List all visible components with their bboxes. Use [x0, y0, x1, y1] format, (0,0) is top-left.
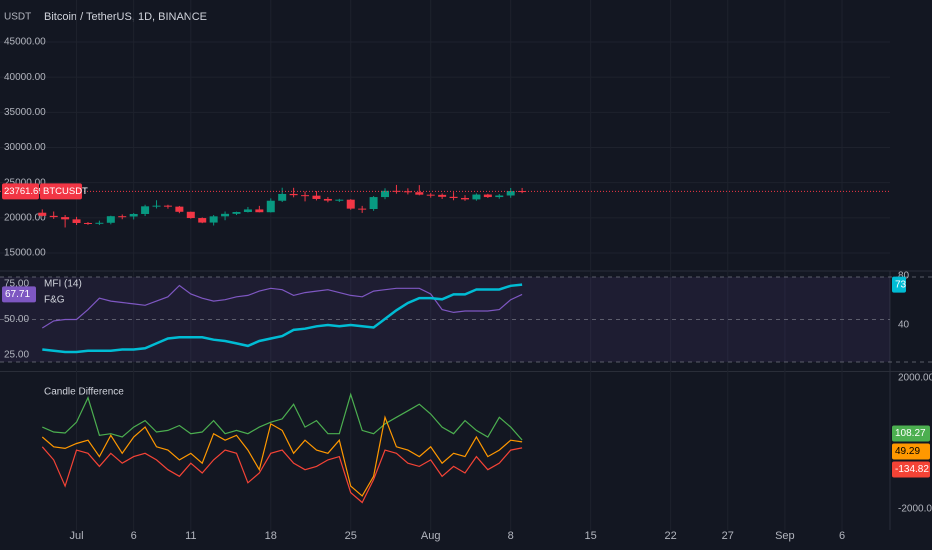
- series-line: [41, 446, 523, 504]
- value-label-box: [892, 443, 930, 460]
- y-tick-label: 45000.00: [4, 37, 46, 48]
- candle-body: [163, 205, 172, 207]
- candle-body: [346, 199, 355, 209]
- value-label: 108.27: [895, 428, 926, 439]
- candle-body: [323, 198, 332, 201]
- candle-body: [232, 211, 241, 214]
- candle-body: [301, 195, 310, 197]
- value-label-box: [892, 461, 930, 478]
- value-label: 49.29: [895, 446, 920, 457]
- legend-label: MFI (14): [44, 279, 82, 290]
- x-tick-label: 25: [345, 530, 357, 542]
- candle-body: [449, 196, 458, 199]
- x-tick-label: 6: [131, 530, 137, 542]
- price-label: 23761.69: [4, 186, 44, 197]
- value-label-box: [2, 286, 36, 303]
- candle-body: [483, 194, 492, 198]
- y-tick-label: 2000.00: [898, 373, 932, 384]
- candle-body: [152, 205, 161, 207]
- pane-title: Candle Difference: [44, 387, 124, 398]
- y-tick-label: 20000.00: [4, 212, 46, 223]
- series-line: [41, 415, 523, 497]
- y-tick-label: 15000.00: [4, 248, 46, 259]
- value-label-box: [892, 425, 930, 442]
- candle-body: [38, 212, 47, 216]
- x-tick-label: 8: [508, 530, 514, 542]
- x-tick-label: 18: [265, 530, 277, 542]
- candle-body: [369, 197, 378, 210]
- candle-body: [255, 209, 264, 213]
- candle-body: [438, 194, 447, 197]
- candle-body: [95, 222, 104, 224]
- candle-body: [49, 215, 58, 218]
- candle-body: [506, 191, 515, 196]
- candle-body: [221, 213, 230, 217]
- series-line: [42, 283, 523, 354]
- candle-body: [381, 190, 390, 198]
- candle-body: [312, 195, 321, 199]
- candle-body: [175, 206, 184, 212]
- candle-body: [415, 192, 424, 195]
- candle-body: [129, 213, 138, 217]
- x-tick-label: Sep: [775, 530, 795, 542]
- y-axis-label: USDT: [4, 12, 31, 23]
- value-label: 73: [895, 279, 907, 290]
- series-line: [41, 284, 523, 329]
- candle-body: [278, 193, 287, 201]
- y-tick-label: 25000.00: [4, 177, 46, 188]
- candle-body: [141, 206, 150, 214]
- candle-body: [198, 218, 207, 223]
- candle-body: [335, 199, 344, 201]
- candle-body: [358, 208, 367, 210]
- y-tick-label: 25.00: [4, 350, 29, 361]
- candle-body: [460, 198, 469, 200]
- candle-body: [106, 216, 115, 223]
- candle-body: [61, 217, 70, 220]
- x-tick-label: Aug: [421, 530, 441, 542]
- symbol-label: BTCUSDT: [43, 186, 88, 197]
- price-label-box: [2, 183, 39, 200]
- y2-tick-label: 40: [898, 320, 910, 331]
- value-label: 67.71: [5, 289, 30, 300]
- candle-body: [72, 219, 81, 223]
- y-tick-label: 50.00: [4, 314, 29, 325]
- x-tick-label: Jul: [70, 530, 84, 542]
- series-line: [42, 392, 523, 441]
- candle-body: [243, 209, 252, 212]
- candle-body: [83, 222, 92, 224]
- x-tick-label: 22: [665, 530, 677, 542]
- candle-body: [472, 194, 481, 200]
- candle-body: [289, 193, 298, 196]
- chart-title: Bitcoin / TetherUS, 1D, BINANCE: [44, 11, 207, 23]
- x-tick-label: 6: [839, 530, 845, 542]
- candle-body: [186, 211, 195, 219]
- candle-body: [426, 194, 435, 196]
- y-tick-label: 30000.00: [4, 142, 46, 153]
- x-tick-label: 27: [722, 530, 734, 542]
- y-tick-label: 35000.00: [4, 107, 46, 118]
- y2-tick-label: 80: [898, 271, 910, 282]
- value-label: -134.82: [895, 464, 929, 475]
- y-tick-label: 75.00: [4, 279, 29, 290]
- x-tick-label: 11: [185, 530, 196, 542]
- candle-body: [209, 216, 218, 223]
- candle-body: [403, 191, 412, 193]
- x-tick-label: 15: [585, 530, 597, 542]
- symbol-label-box: [40, 183, 82, 200]
- value-label-box: [892, 276, 906, 293]
- candle-body: [495, 195, 504, 198]
- candle-body: [266, 200, 275, 213]
- candle-body: [118, 216, 127, 218]
- y-tick-label: 40000.00: [4, 72, 46, 83]
- y-tick-label: -2000.00: [898, 504, 932, 515]
- legend-label: F&G: [44, 295, 65, 306]
